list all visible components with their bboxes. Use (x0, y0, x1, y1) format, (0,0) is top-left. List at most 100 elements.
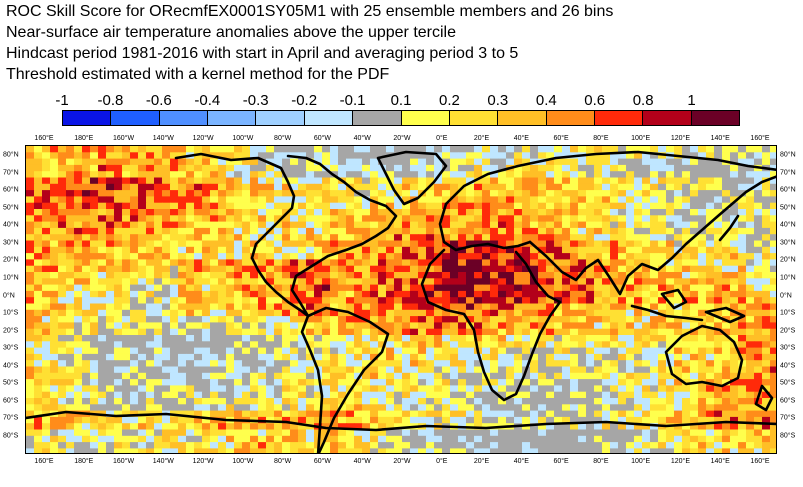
latitude-label: 70°N (780, 169, 796, 177)
colorbar-swatch (353, 111, 402, 125)
coastline-indonesia (630, 304, 704, 322)
colorbar-label: 0.1 (390, 92, 412, 109)
latitude-label: 0°N (780, 292, 792, 299)
coastline-south-asia (528, 175, 776, 296)
coastline-japan (718, 214, 740, 242)
colorbar-label: -0.6 (145, 92, 172, 109)
latitude-label: 70°N (3, 169, 19, 177)
latitude-label: 80°N (780, 151, 796, 159)
colorbar-label: 1 (687, 92, 696, 109)
latitude-label: 60°N (3, 186, 19, 194)
skill-score-map (26, 146, 776, 453)
colorbar-label: -0.4 (194, 92, 221, 109)
latitude-label: 30°S (3, 344, 19, 352)
longitude-label: 140°E (710, 135, 730, 142)
longitude-label: 100°E (631, 458, 651, 465)
longitude-label: 140°E (710, 458, 730, 465)
longitude-label: 20°W (393, 458, 411, 465)
latitude-label: 10°S (3, 309, 19, 317)
longitude-label: 180°E (74, 458, 94, 465)
latitude-label: 70°S (3, 414, 19, 422)
latitude-label: 30°S (780, 344, 796, 352)
longitude-label: 60°E (553, 458, 569, 465)
longitude-label: 100°E (631, 135, 651, 142)
longitude-label: 120°W (192, 458, 214, 465)
colorbar-swatch (594, 111, 644, 125)
coastline-eurasia-north (444, 150, 776, 206)
longitude-label: 60°W (313, 458, 332, 465)
longitude-label: 160°E (750, 458, 770, 465)
longitude-label: 20°E (473, 458, 490, 465)
latitude-label: 80°S (3, 432, 19, 440)
colorbar-swatch (691, 111, 740, 125)
longitude-label: 40°W (353, 458, 371, 465)
colorbar-label: 0.2 (438, 92, 460, 109)
longitude-label: 120°E (670, 458, 691, 465)
colorbar-label: 0.8 (632, 92, 654, 109)
latitude-label: 10°N (3, 274, 19, 282)
latitude-label: 60°S (780, 397, 796, 405)
latitude-label: 80°S (780, 432, 796, 440)
latitude-label: 60°S (3, 397, 19, 405)
colorbar-label: -0.8 (97, 92, 124, 109)
coastlines (26, 150, 776, 453)
colorbar-swatch (643, 111, 692, 125)
colorbar-swatch (159, 111, 209, 125)
longitude-label: 40°W (353, 135, 371, 142)
coastline-north-america (174, 152, 398, 318)
map-frame (25, 145, 777, 454)
coastline-south-america (306, 306, 390, 453)
longitude-label: 160°E (34, 458, 54, 465)
latitude-label: 40°N (780, 221, 796, 229)
colorbar (62, 110, 740, 126)
colorbar-label: -1 (55, 92, 69, 109)
coastline-greenland (376, 150, 448, 206)
longitude-label: 40°E (513, 458, 529, 465)
longitude-label: 0°E (436, 135, 448, 142)
latitude-label: 40°S (780, 362, 796, 370)
title-line-3: Hindcast period 1981-2016 with start in … (6, 45, 519, 62)
map-cells (26, 146, 776, 453)
longitude-label: 80°E (593, 135, 609, 142)
longitude-label: 160°E (750, 135, 770, 142)
latitude-label: 80°N (3, 151, 19, 159)
colorbar-swatch (304, 111, 354, 125)
longitude-label: 120°W (192, 135, 214, 142)
longitude-label: 80°W (274, 458, 292, 465)
colorbar-label: 0.3 (487, 92, 509, 109)
colorbar-swatch (111, 111, 160, 125)
coastline-borneo (660, 288, 688, 310)
longitude-label: 160°W (113, 458, 135, 465)
longitude-label: 100°W (232, 135, 254, 142)
longitude-label: 80°W (274, 135, 292, 142)
latitude-label: 30°N (780, 239, 796, 247)
longitude-label: 20°E (473, 135, 490, 142)
latitude-label: 10°N (780, 274, 796, 282)
longitude-label: 60°W (313, 135, 332, 142)
colorbar-swatch (208, 111, 257, 125)
latitude-label: 30°N (3, 239, 19, 247)
latitude-label: 40°N (3, 221, 19, 229)
title-line-1: ROC Skill Score for ORecmfEX0001SY05M1 w… (6, 3, 614, 20)
longitude-label: 40°E (513, 135, 529, 142)
latitude-label: 0°N (3, 292, 15, 299)
latitude-label: 20°N (780, 256, 796, 264)
longitude-label: 160°E (34, 135, 54, 142)
colorbar-label: 0.4 (535, 92, 557, 109)
colorbar-swatch (449, 111, 499, 125)
latitude-label: 20°N (3, 256, 19, 264)
longitude-label: 120°E (670, 135, 691, 142)
latitude-label: 50°S (3, 379, 19, 387)
longitude-label: 180°E (74, 135, 94, 142)
colorbar-label: -0.1 (339, 92, 366, 109)
latitude-label: 10°S (780, 309, 796, 317)
longitude-label: 0°E (436, 458, 448, 465)
colorbar-swatch (498, 111, 547, 125)
colorbar-label: -0.3 (242, 92, 269, 109)
coastline-new-guinea (704, 306, 746, 324)
colorbar-swatch (256, 111, 305, 125)
coastline-antarctica (26, 410, 776, 432)
latitude-label: 40°S (3, 362, 19, 370)
latitude-label: 50°N (3, 204, 19, 212)
colorbar-label: -0.2 (291, 92, 318, 109)
